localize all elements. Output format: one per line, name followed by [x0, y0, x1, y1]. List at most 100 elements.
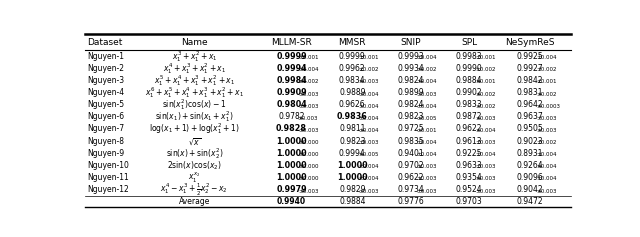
- Text: 0.9994: 0.9994: [339, 149, 365, 158]
- Text: 0.9842: 0.9842: [516, 76, 543, 85]
- Text: ±0.002: ±0.002: [475, 91, 496, 96]
- Text: 0.9990: 0.9990: [456, 64, 483, 73]
- Text: 0.9804: 0.9804: [276, 100, 307, 109]
- Text: 0.9023: 0.9023: [516, 137, 543, 146]
- Text: ±0.004: ±0.004: [417, 79, 437, 84]
- Text: ±0.003: ±0.003: [417, 91, 437, 96]
- Text: 0.9909: 0.9909: [276, 88, 307, 97]
- Text: $x_1^4+x_1^3+x_1^2+x_1$: $x_1^4+x_1^3+x_1^2+x_1$: [163, 61, 226, 76]
- Text: 0.9984: 0.9984: [276, 76, 307, 85]
- Text: Dataset: Dataset: [88, 37, 123, 46]
- Text: 0.9835: 0.9835: [397, 137, 424, 146]
- Text: 0.9622: 0.9622: [397, 173, 424, 182]
- Text: ±0.003: ±0.003: [417, 164, 437, 169]
- Text: ±0.005: ±0.005: [417, 116, 437, 121]
- Text: 0.9633: 0.9633: [456, 161, 483, 170]
- Text: ±0.002: ±0.002: [358, 67, 379, 72]
- Text: 0.9725: 0.9725: [397, 124, 424, 133]
- Text: SNIP: SNIP: [401, 37, 421, 46]
- Text: 0.9834: 0.9834: [339, 76, 365, 85]
- Text: 0.9401: 0.9401: [397, 149, 424, 158]
- Text: ±0.001: ±0.001: [298, 55, 319, 60]
- Text: Nguyen-6: Nguyen-6: [88, 112, 125, 121]
- Text: Average: Average: [179, 197, 210, 206]
- Text: 0.9823: 0.9823: [397, 112, 424, 121]
- Text: 0.9042: 0.9042: [516, 185, 543, 194]
- Text: 0.9829: 0.9829: [339, 185, 365, 194]
- Text: ±0.004: ±0.004: [417, 140, 437, 145]
- Text: ±0.003: ±0.003: [358, 140, 379, 145]
- Text: ±0.002: ±0.002: [536, 140, 556, 145]
- Text: 0.9505: 0.9505: [516, 124, 543, 133]
- Text: ±0.004: ±0.004: [358, 128, 379, 133]
- Text: ±0.003: ±0.003: [358, 79, 379, 84]
- Text: 1.0000: 1.0000: [276, 173, 307, 182]
- Text: ±0.002: ±0.002: [417, 67, 437, 72]
- Text: 0.9524: 0.9524: [456, 185, 483, 194]
- Text: 1.0000: 1.0000: [337, 161, 367, 170]
- Text: ±0.003: ±0.003: [298, 116, 318, 121]
- Text: 0.9994: 0.9994: [276, 64, 307, 73]
- Text: 0.9622: 0.9622: [456, 124, 482, 133]
- Text: ±0.004: ±0.004: [417, 152, 437, 157]
- Text: 0.9940: 0.9940: [277, 197, 306, 206]
- Text: ±0.003: ±0.003: [417, 189, 437, 194]
- Text: 0.9703: 0.9703: [456, 197, 483, 206]
- Text: ±0.002: ±0.002: [298, 79, 319, 84]
- Text: ±0.003: ±0.003: [417, 177, 437, 182]
- Text: Nguyen-4: Nguyen-4: [88, 88, 125, 97]
- Text: ±0.004: ±0.004: [475, 152, 496, 157]
- Text: $2\sin(x)\cos(x_2)$: $2\sin(x)\cos(x_2)$: [167, 159, 221, 172]
- Text: ±0.003: ±0.003: [298, 128, 319, 133]
- Text: ±0.005: ±0.005: [358, 152, 379, 157]
- Text: ±0.004: ±0.004: [358, 91, 379, 96]
- Text: ±0.003: ±0.003: [475, 189, 496, 194]
- Text: ±0.003: ±0.003: [475, 140, 496, 145]
- Text: MLLM-SR: MLLM-SR: [271, 37, 312, 46]
- Text: ±0.004: ±0.004: [358, 104, 379, 109]
- Text: ±0.004: ±0.004: [475, 128, 496, 133]
- Text: 0.9999: 0.9999: [339, 52, 365, 61]
- Text: 0.8931: 0.8931: [516, 149, 543, 158]
- Text: 0.9734: 0.9734: [397, 185, 424, 194]
- Text: 0.9889: 0.9889: [339, 88, 365, 97]
- Text: 0.9983: 0.9983: [456, 52, 483, 61]
- Text: 0.9824: 0.9824: [397, 76, 424, 85]
- Text: 0.9613: 0.9613: [456, 137, 483, 146]
- Text: 0.9884: 0.9884: [456, 76, 482, 85]
- Text: ±0.004: ±0.004: [417, 104, 437, 109]
- Text: ±0.003: ±0.003: [536, 116, 556, 121]
- Text: ±0.001: ±0.001: [475, 55, 496, 60]
- Text: 0.9472: 0.9472: [516, 197, 543, 206]
- Text: MMSR: MMSR: [339, 37, 366, 46]
- Text: 1.0000: 1.0000: [276, 149, 307, 158]
- Text: Nguyen-1: Nguyen-1: [88, 52, 124, 61]
- Text: 0.9979: 0.9979: [276, 185, 307, 194]
- Text: $\log(x_1+1)+\log(x_1^2+1)$: $\log(x_1+1)+\log(x_1^2+1)$: [149, 122, 240, 137]
- Text: 0.9782: 0.9782: [278, 112, 305, 121]
- Text: ±0.003: ±0.003: [298, 91, 319, 96]
- Text: 0.9934: 0.9934: [397, 64, 424, 73]
- Text: $x_1^4-x_1^3+\frac{1}{2}x_2^2-x_2$: $x_1^4-x_1^3+\frac{1}{2}x_2^2-x_2$: [161, 182, 228, 198]
- Text: SPL: SPL: [461, 37, 477, 46]
- Text: 0.9626: 0.9626: [339, 100, 365, 109]
- Text: 0.9776: 0.9776: [397, 197, 424, 206]
- Text: Nguyen-5: Nguyen-5: [88, 100, 125, 109]
- Text: ±0.003: ±0.003: [475, 164, 496, 169]
- Text: ±0.003: ±0.003: [536, 189, 556, 194]
- Text: Nguyen-11: Nguyen-11: [88, 173, 129, 182]
- Text: $x_1^6+x_1^5+x_1^4+x_1^3+x_1^2+x_1$: $x_1^6+x_1^5+x_1^4+x_1^3+x_1^2+x_1$: [145, 85, 244, 100]
- Text: $\sqrt{x}$: $\sqrt{x}$: [188, 136, 201, 147]
- Text: ±0.004: ±0.004: [417, 55, 437, 60]
- Text: ±0.004: ±0.004: [359, 164, 380, 169]
- Text: 1.0000: 1.0000: [276, 137, 307, 146]
- Text: Nguyen-2: Nguyen-2: [88, 64, 124, 73]
- Text: 0.9096: 0.9096: [516, 173, 543, 182]
- Text: 0.9925: 0.9925: [516, 52, 543, 61]
- Text: ±0.000: ±0.000: [298, 177, 319, 182]
- Text: 0.9264: 0.9264: [516, 161, 543, 170]
- Text: ±0.003: ±0.003: [298, 104, 319, 109]
- Text: 0.9828: 0.9828: [276, 124, 307, 133]
- Text: 0.9902: 0.9902: [456, 88, 483, 97]
- Text: ±0.003: ±0.003: [475, 116, 496, 121]
